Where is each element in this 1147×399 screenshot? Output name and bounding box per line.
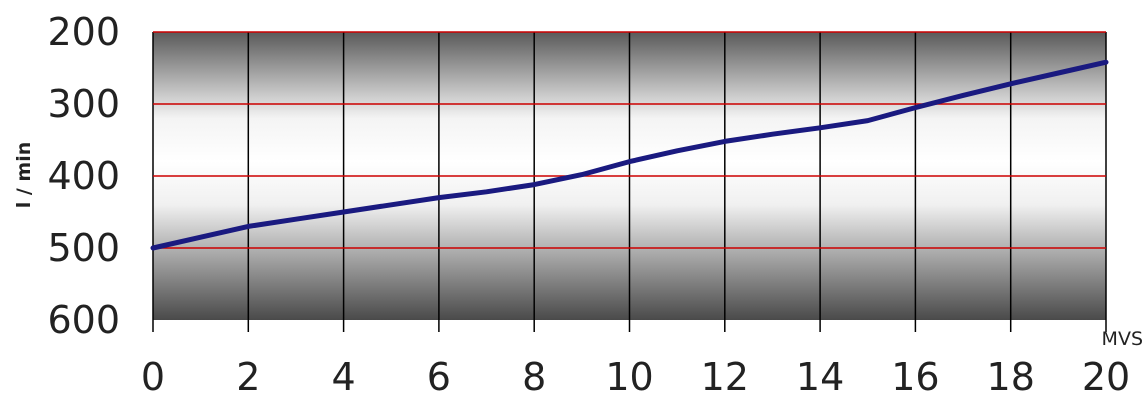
y-tick-label: 400 [47,154,120,198]
x-tick-label: 0 [141,355,165,399]
series-layer [150,59,1109,251]
x-tick-label: 6 [427,355,451,399]
y-tick-label: 300 [47,82,120,126]
y-tick-label: 500 [47,226,120,270]
x-tick-label: 14 [796,355,844,399]
x-tick-label: 4 [332,355,356,399]
x-tick-labels: 0 2 4 6 8 10 12 14 16 18 20 [141,355,1130,399]
y-tick-labels: 200 300 400 500 600 [47,10,120,342]
y-tick-label: 200 [47,10,120,54]
x-tick-label: 8 [522,355,546,399]
x-tick-label: 12 [701,355,749,399]
x-tick-label: 18 [987,355,1035,399]
x-tick-label: 2 [236,355,260,399]
x-tick-label: 16 [891,355,939,399]
y-tick-label: 600 [47,298,120,342]
x-tick-label: 20 [1082,355,1130,399]
horizontal-gridlines [153,31,1106,249]
y-axis-label: l / min [13,142,35,209]
vertical-gridlines [152,32,1107,332]
x-tick-label: 10 [605,355,653,399]
series-line-0 [150,59,1109,251]
x-axis-label: MVS [1102,328,1143,350]
